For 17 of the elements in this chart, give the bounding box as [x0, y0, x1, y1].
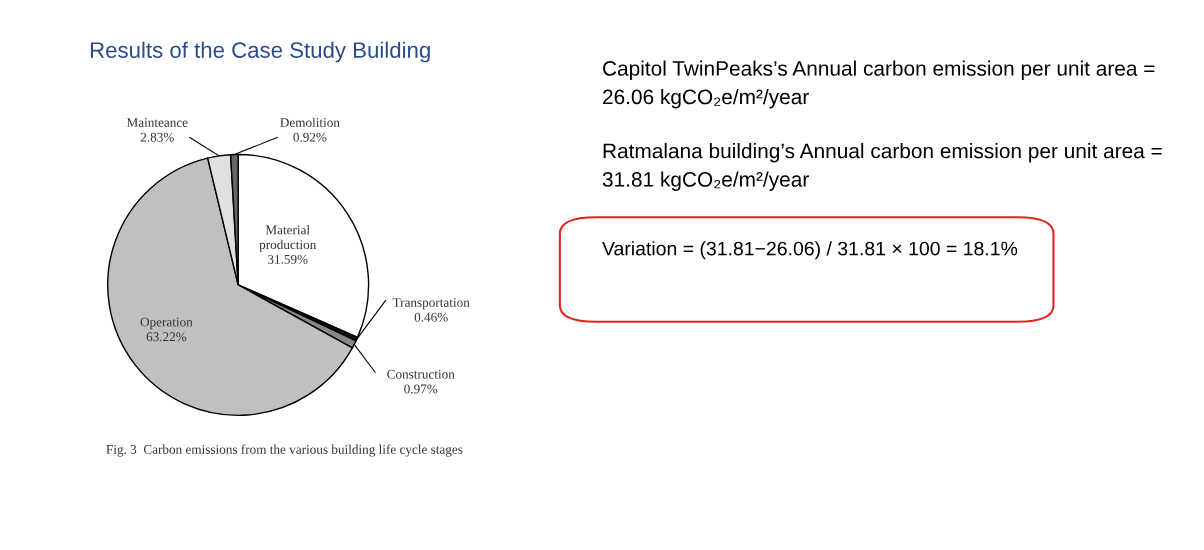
slice-label: Mainteance [126, 118, 188, 127]
slice-label: Construction [387, 369, 455, 379]
slice-label: Operation [140, 317, 193, 330]
data-label: 0.92% [293, 132, 327, 142]
data-label: 2.83% [140, 132, 174, 142]
slice-label: Transportation [392, 298, 470, 310]
slice-label: Material production [259, 225, 317, 252]
text: Ratmalana building’s Annual carbon emission per unit area = 31.81 kgCO₂e/m²/year [602, 143, 1162, 191]
slice-label: Demolition [280, 117, 340, 127]
text: Variation = (31.81−26.06) / 31.81 × 100 = 18.1% [602, 241, 1018, 260]
data-label: 0.46% [414, 312, 448, 322]
data-label: 63.22% [146, 332, 187, 342]
caption: Fig. 3 Carbon emissions from the various building life cycle stages [106, 444, 463, 457]
text: Capitol TwinPeaks’s Annual carbon emission per unit area = 26.06 kgCO₂e/m²/year [603, 60, 1155, 109]
chart-title: Results of the Case Study Building [90, 41, 430, 63]
data-label: 0.97% [404, 384, 438, 394]
data-label: 31.59% [268, 254, 308, 264]
